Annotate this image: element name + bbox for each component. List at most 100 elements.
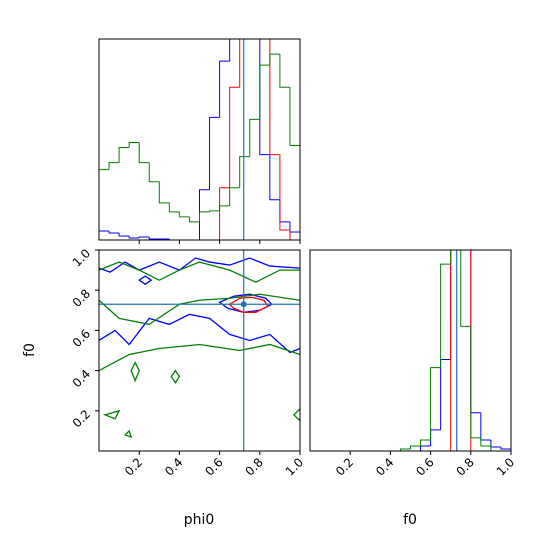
x-tick-label: 0.8: [243, 455, 266, 478]
x-axis-label: f0: [403, 512, 417, 528]
histogram-step: [279, 154, 290, 231]
histogram-step: [199, 189, 210, 240]
histogram-step: [490, 445, 501, 451]
histogram-step: [259, 64, 270, 120]
histogram-step: [128, 142, 140, 148]
x-tick-label: 0.4: [373, 455, 396, 478]
contour-line: [170, 369, 181, 384]
histogram-step: [148, 162, 160, 183]
histogram-step: [461, 150, 471, 190]
histogram-step: [240, 0, 250, 9]
histogram-step: [158, 181, 170, 204]
histogram-step: [229, 86, 240, 188]
histogram-step: [480, 412, 491, 441]
histogram-step: [209, 116, 220, 190]
x-tick-label: 0.6: [413, 455, 436, 478]
histogram-step: [199, 211, 210, 222]
histogram-step: [279, 54, 290, 88]
histogram-step: [118, 232, 130, 237]
x-tick-label: 0.4: [162, 455, 185, 478]
histogram-step: [118, 147, 130, 163]
contour-line: [293, 408, 300, 422]
histogram-step: [138, 236, 150, 238]
truth-point: [240, 301, 247, 308]
histogram-step: [219, 205, 230, 211]
histogram-step: [178, 211, 190, 218]
histogram-step: [460, 250, 471, 327]
histogram-step: [188, 216, 200, 223]
histogram-step: [289, 87, 300, 240]
contour-line: [99, 257, 300, 273]
histogram-step: [490, 439, 501, 448]
histogram-step: [420, 445, 431, 451]
plot-area: [310, 150, 511, 451]
y-tick-label: 1.0: [70, 246, 93, 269]
y-tick-label: 0.2: [70, 407, 93, 430]
histogram-step: [219, 187, 230, 240]
histogram-step: [229, 187, 240, 206]
histogram-step: [279, 199, 290, 223]
contour-line: [99, 343, 300, 372]
histogram-step: [138, 142, 150, 164]
histogram-step: [461, 150, 471, 200]
histogram-step: [410, 445, 421, 449]
histogram-step: [269, 154, 280, 201]
x-tick-label: 0.2: [122, 455, 145, 478]
y-tick-label: 0.8: [70, 286, 93, 309]
histogram-step: [239, 156, 250, 188]
x-tick-label: 1.0: [494, 455, 517, 478]
x-tick-label: 0.8: [454, 455, 477, 478]
histogram-step: [148, 236, 160, 240]
histogram-step: [289, 229, 300, 240]
histogram-step: [450, 250, 452, 265]
histogram-step: [440, 263, 451, 368]
axes-frame: [98, 249, 301, 452]
axes-frame: [309, 249, 512, 452]
histogram-step: [420, 439, 431, 446]
y-tick-label: 0.6: [70, 327, 93, 350]
histogram-step: [108, 162, 120, 170]
histogram-step: [249, 118, 260, 157]
x-tick-label: 0.2: [333, 455, 356, 478]
histogram-step: [450, 250, 452, 360]
histogram-step: [229, 39, 231, 62]
axes-frame: [98, 38, 301, 241]
histogram-step: [470, 326, 481, 439]
histogram-step: [168, 202, 180, 213]
histogram-step: [219, 60, 230, 118]
histogram-step: [239, 39, 241, 88]
contour-line: [99, 293, 300, 326]
x-axis-label: phi0: [184, 512, 215, 528]
x-tick-label: 0.6: [202, 455, 225, 478]
histogram-step: [99, 230, 110, 240]
histogram-step: [269, 39, 280, 156]
y-tick-label: 0.4: [70, 367, 93, 390]
contour-line: [99, 313, 300, 354]
contour-line: [123, 429, 133, 438]
histogram-step: [450, 250, 452, 451]
histogram-step: [259, 39, 270, 156]
histogram-step: [480, 437, 491, 447]
histogram-step: [108, 230, 120, 234]
histogram-step: [99, 169, 110, 240]
histogram-step: [399, 448, 411, 451]
histogram-step: [430, 429, 441, 446]
plot-area: [99, 0, 300, 240]
histogram-step: [128, 235, 140, 239]
contour-line: [130, 361, 140, 383]
histogram-step: [470, 250, 481, 451]
histogram-step: [500, 446, 511, 451]
plot-area: [99, 250, 300, 451]
contour-line: [103, 409, 121, 420]
histogram-step: [430, 367, 441, 440]
x-tick-label: 1.0: [283, 455, 306, 478]
y-axis-label: f0: [22, 343, 38, 357]
contour-line: [99, 261, 300, 283]
histogram-step: [209, 210, 220, 212]
histogram-step: [440, 359, 451, 430]
histogram-step: [168, 238, 180, 240]
histogram-step: [470, 250, 481, 414]
contour-line: [138, 275, 153, 285]
histogram-step: [269, 53, 280, 66]
